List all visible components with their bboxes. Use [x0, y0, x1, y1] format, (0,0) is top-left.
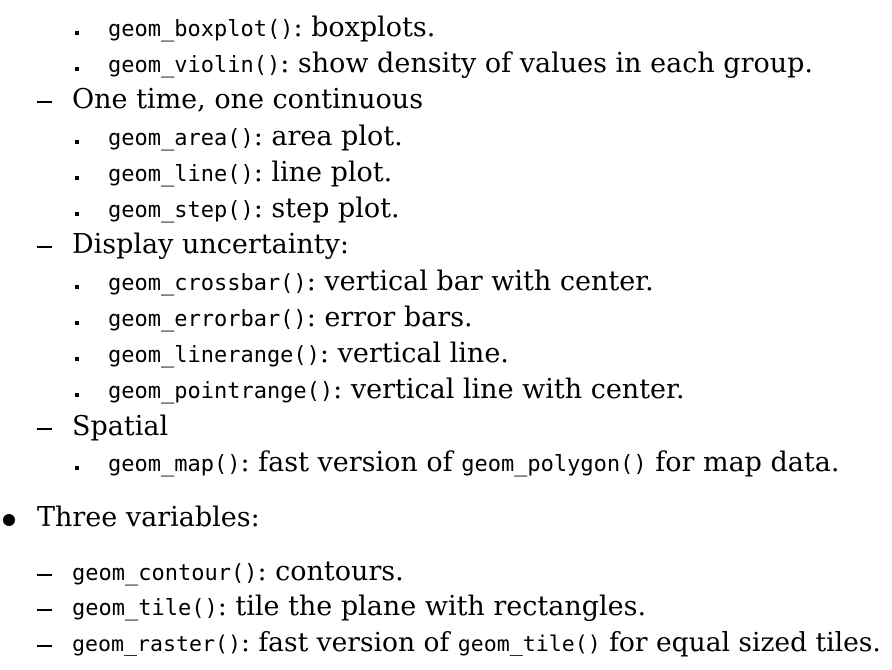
- category-heading: Display uncertainty:: [72, 229, 349, 260]
- item-description: : vertical bar with center.: [306, 266, 654, 297]
- list-item: Three variables:: [37, 503, 260, 533]
- bullet-dot-marker: [75, 321, 79, 325]
- item-description: : error bars.: [306, 302, 473, 333]
- category-heading: Spatial: [72, 411, 169, 442]
- bullet-dot-marker: [75, 393, 79, 397]
- function-name: geom_area(): [108, 126, 254, 151]
- list-item: geom_crossbar(): vertical bar with cente…: [108, 267, 654, 299]
- item-description: : tile the plane with rectangles.: [217, 591, 647, 622]
- item-description: : vertical line with center.: [333, 374, 685, 405]
- function-name: geom_line(): [108, 162, 254, 187]
- function-name: geom_contour(): [72, 561, 258, 586]
- list-item: geom_pointrange(): vertical line with ce…: [108, 375, 685, 407]
- dash-marker: [37, 246, 52, 248]
- item-description: : fast version of: [240, 447, 462, 478]
- function-name: geom_errorbar(): [108, 307, 307, 332]
- list-item: geom_contour(): contours.: [72, 557, 404, 589]
- function-name: geom_step(): [108, 198, 254, 223]
- bullet-dot-marker: [75, 176, 79, 180]
- function-name: geom_pointrange(): [108, 379, 334, 404]
- list-item: geom_raster(): fast version of geom_tile…: [72, 628, 881, 660]
- item-description: for equal sized tiles.: [600, 627, 881, 658]
- function-name: geom_violin(): [108, 53, 281, 78]
- list-item: Spatial: [72, 412, 168, 442]
- item-description: for map data.: [646, 447, 840, 478]
- bullet-dot-marker: [75, 140, 79, 144]
- list-item: Display uncertainty:: [72, 230, 349, 260]
- list-item: geom_step(): step plot.: [108, 194, 400, 226]
- list-item: geom_violin(): show density of values in…: [108, 49, 813, 81]
- list-item: geom_area(): area plot.: [108, 122, 403, 154]
- item-description: : vertical line.: [319, 338, 509, 369]
- item-description: : fast version of: [241, 627, 458, 658]
- function-name: geom_tile(): [457, 632, 601, 657]
- bullet-dot-marker: [75, 357, 79, 361]
- dash-marker: [37, 609, 52, 611]
- list-item: geom_map(): fast version of geom_polygon…: [108, 448, 839, 480]
- bullet-dot-marker: [75, 212, 79, 216]
- dash-marker: [37, 428, 52, 430]
- dash-marker: [37, 101, 52, 103]
- function-name: geom_linerange(): [108, 343, 320, 368]
- item-description: : area plot.: [253, 121, 403, 152]
- bullet-dot-marker: [75, 285, 79, 289]
- function-name: geom_crossbar(): [108, 271, 307, 296]
- function-name: geom_raster(): [72, 632, 242, 657]
- function-name: geom_map(): [108, 452, 241, 477]
- list-item: geom_line(): line plot.: [108, 158, 392, 190]
- item-description: : contours.: [257, 556, 404, 587]
- dash-marker: [37, 645, 52, 647]
- list-item: geom_tile(): tile the plane with rectang…: [72, 592, 646, 624]
- item-description: : show density of values in each group.: [280, 48, 813, 79]
- function-name: geom_tile(): [72, 596, 218, 621]
- section-heading: Three variables:: [37, 502, 260, 533]
- bullet-dot-marker: [75, 466, 79, 470]
- function-name: geom_polygon(): [461, 452, 647, 477]
- item-description: : line plot.: [253, 157, 393, 188]
- dash-marker: [37, 574, 52, 576]
- list-item: geom_boxplot(): boxplots.: [108, 13, 435, 45]
- list-item: geom_linerange(): vertical line.: [108, 339, 509, 371]
- bullet-disc-marker: [3, 514, 15, 526]
- item-description: : step plot.: [253, 193, 400, 224]
- bullet-dot-marker: [75, 67, 79, 71]
- list-item: One time, one continuous: [72, 85, 423, 115]
- function-name: geom_boxplot(): [108, 17, 294, 42]
- bullet-dot-marker: [75, 31, 79, 35]
- category-heading: One time, one continuous: [72, 84, 424, 115]
- item-description: : boxplots.: [293, 12, 436, 43]
- list-item: geom_errorbar(): error bars.: [108, 303, 473, 335]
